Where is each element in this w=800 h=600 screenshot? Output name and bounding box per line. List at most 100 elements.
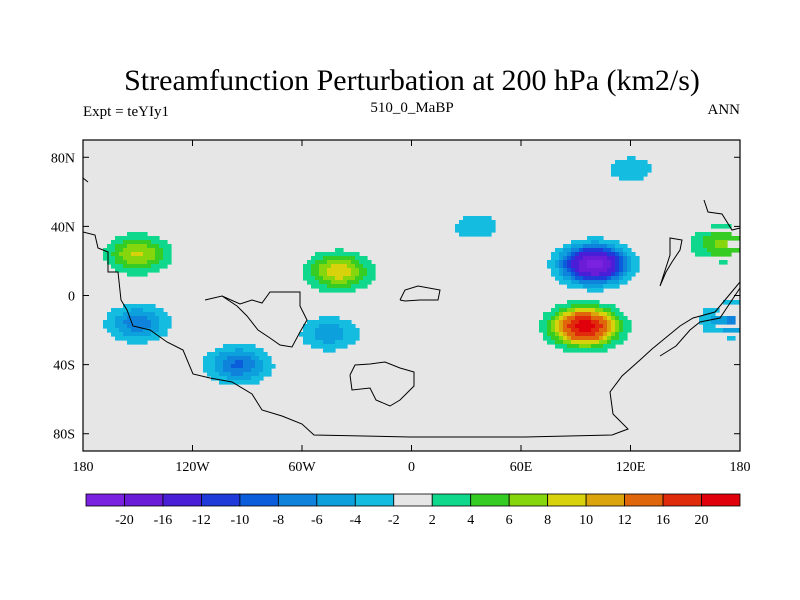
contour-cell bbox=[619, 176, 644, 181]
colorbar-label: 4 bbox=[467, 513, 474, 528]
contour-cell bbox=[367, 268, 376, 273]
colorbar-label: 12 bbox=[618, 513, 632, 528]
contour-cell bbox=[599, 340, 608, 345]
contour-layer bbox=[103, 156, 740, 385]
contour-cell bbox=[555, 312, 560, 317]
colorbar-swatch bbox=[662, 493, 702, 507]
contour-cell bbox=[315, 252, 360, 257]
contour-cell bbox=[551, 328, 556, 333]
contour-cell bbox=[587, 236, 604, 241]
contour-cell bbox=[703, 328, 724, 333]
contour-cell bbox=[131, 308, 144, 313]
contour-cell bbox=[551, 268, 560, 273]
contour-cell bbox=[547, 328, 552, 333]
contour-cell bbox=[607, 324, 612, 329]
contour-cell bbox=[567, 256, 572, 261]
contour-cell bbox=[543, 336, 552, 341]
contour-cell bbox=[587, 264, 604, 269]
colorbar-swatch bbox=[277, 493, 318, 507]
contour-cell bbox=[539, 328, 548, 333]
contour-cell bbox=[115, 244, 128, 249]
contour-cell bbox=[583, 284, 604, 289]
x-tick-label: 120E bbox=[616, 460, 646, 475]
contour-cell bbox=[567, 284, 584, 289]
contour-cell bbox=[703, 240, 716, 245]
contour-cell bbox=[623, 328, 632, 333]
contour-cell bbox=[227, 356, 252, 361]
contour-cell bbox=[303, 268, 312, 273]
contour-cell bbox=[203, 360, 216, 365]
contour-cell bbox=[559, 280, 572, 285]
coastline-path bbox=[399, 285, 441, 302]
contour-cell bbox=[615, 248, 624, 253]
contour-cell bbox=[563, 244, 572, 249]
contour-cell bbox=[571, 340, 600, 345]
contour-cell bbox=[591, 320, 600, 325]
contour-cell bbox=[559, 272, 564, 277]
contour-cell bbox=[619, 336, 628, 341]
contour-cell bbox=[155, 312, 168, 317]
contour-cell bbox=[623, 320, 632, 325]
contour-cell bbox=[607, 328, 612, 333]
contour-cell bbox=[243, 348, 264, 353]
contour-cell bbox=[115, 268, 160, 273]
contour-cell bbox=[303, 340, 324, 345]
contour-cell bbox=[111, 264, 124, 269]
contour-cell bbox=[563, 260, 568, 265]
contour-cell bbox=[127, 232, 148, 237]
contour-cell bbox=[327, 272, 352, 277]
colorbar-label: -16 bbox=[154, 513, 173, 528]
contour-cell bbox=[315, 336, 344, 341]
contour-cell bbox=[595, 308, 604, 313]
contour-cell bbox=[215, 364, 224, 369]
contour-cell bbox=[335, 340, 356, 345]
contour-cell bbox=[599, 272, 612, 277]
contour-cell bbox=[571, 268, 576, 273]
contour-cell bbox=[115, 260, 128, 265]
contour-cell bbox=[563, 256, 568, 261]
contour-cell bbox=[567, 316, 576, 321]
contour-cell bbox=[571, 252, 576, 257]
contour-cell bbox=[103, 324, 116, 329]
colorbar-label: -6 bbox=[311, 513, 323, 528]
contour-cell bbox=[263, 368, 272, 373]
contour-cell bbox=[123, 304, 156, 309]
contour-cell bbox=[315, 260, 328, 265]
contour-cell bbox=[115, 256, 124, 261]
contour-cell bbox=[715, 240, 728, 245]
contour-cell bbox=[583, 248, 604, 253]
contour-cell bbox=[611, 168, 652, 173]
contour-cell bbox=[343, 328, 360, 333]
colorbar-swatch bbox=[354, 493, 395, 507]
contour-cell bbox=[595, 332, 604, 337]
contour-cell bbox=[455, 228, 496, 233]
contour-cell bbox=[619, 332, 628, 337]
colorbar-swatch bbox=[701, 493, 741, 507]
contour-cell bbox=[603, 324, 608, 329]
contour-cell bbox=[555, 320, 560, 325]
contour-cell bbox=[559, 256, 564, 261]
contour-cell bbox=[319, 316, 340, 321]
x-tick-label: 180 bbox=[730, 460, 751, 475]
contour-cell bbox=[123, 256, 156, 261]
contour-cell bbox=[587, 288, 604, 293]
contour-cell bbox=[711, 224, 732, 229]
contour-cell bbox=[607, 312, 612, 317]
contour-cell bbox=[559, 328, 564, 333]
contour-cell bbox=[539, 320, 548, 325]
contour-cell bbox=[591, 272, 600, 277]
contour-cell bbox=[555, 332, 560, 337]
contour-cell bbox=[363, 264, 376, 269]
contour-cell bbox=[579, 320, 592, 325]
contour-cell bbox=[307, 260, 316, 265]
contour-cell bbox=[571, 260, 580, 265]
contour-cell bbox=[575, 252, 580, 257]
contour-cell bbox=[259, 372, 272, 377]
contour-cell bbox=[571, 272, 576, 277]
contour-cell bbox=[611, 332, 616, 337]
contour-cell bbox=[615, 324, 620, 329]
contour-cell bbox=[603, 308, 612, 313]
contour-cell bbox=[587, 260, 604, 265]
contour-cell bbox=[575, 256, 584, 261]
contour-cell bbox=[615, 264, 620, 269]
